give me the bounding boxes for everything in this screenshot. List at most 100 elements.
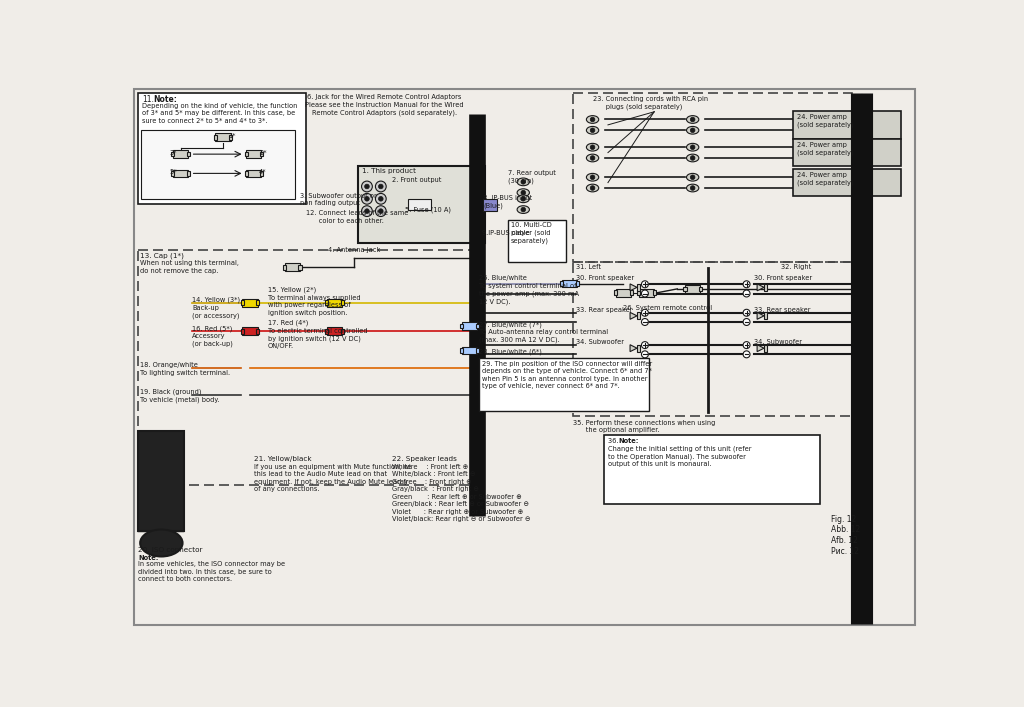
Text: 33. Rear speaker: 33. Rear speaker <box>575 307 632 312</box>
Circle shape <box>376 181 386 192</box>
Text: 28. Blue/white (6*): 28. Blue/white (6*) <box>479 348 543 355</box>
Bar <box>298 265 301 269</box>
Ellipse shape <box>686 144 698 151</box>
Text: White       : Front left ⊕
White/black : Front left ⊖
Gray        : Front right : White : Front left ⊕ White/black : Front… <box>392 464 530 522</box>
Text: 31. Left: 31. Left <box>575 264 601 270</box>
Bar <box>462 322 477 329</box>
Bar <box>327 299 342 307</box>
Bar <box>326 329 329 334</box>
Polygon shape <box>630 312 637 320</box>
Ellipse shape <box>686 116 698 123</box>
Circle shape <box>365 209 370 214</box>
Circle shape <box>743 351 750 358</box>
Text: 34. Subwoofer: 34. Subwoofer <box>575 339 624 345</box>
Text: 23. Connecting cords with RCA pin
      plugs (sold separately): 23. Connecting cords with RCA pin plugs … <box>593 95 708 110</box>
Bar <box>173 170 188 177</box>
Bar <box>604 436 819 505</box>
Ellipse shape <box>686 127 698 134</box>
Text: 13. Cap (1*): 13. Cap (1*) <box>140 252 183 259</box>
Bar <box>246 151 261 158</box>
Circle shape <box>521 207 525 212</box>
Bar <box>793 169 900 197</box>
Bar <box>460 348 463 353</box>
Text: 26. System remote control: 26. System remote control <box>624 305 713 311</box>
Bar <box>186 171 189 176</box>
Text: 16. Red (5*)
Accessory
(or back-up): 16. Red (5*) Accessory (or back-up) <box>193 325 233 347</box>
Circle shape <box>521 180 525 184</box>
Circle shape <box>365 197 370 201</box>
Bar <box>173 151 188 158</box>
Ellipse shape <box>587 144 599 151</box>
Text: If you use an equipment with Mute function, wire
this lead to the Audio Mute lea: If you use an equipment with Mute functi… <box>254 464 417 492</box>
Bar <box>575 281 579 286</box>
Ellipse shape <box>686 154 698 162</box>
Bar <box>630 291 633 295</box>
Text: 1*: 1* <box>228 133 236 139</box>
Circle shape <box>361 206 373 216</box>
Ellipse shape <box>686 184 698 192</box>
Bar <box>141 129 295 199</box>
Bar <box>573 262 852 416</box>
Circle shape <box>641 309 648 316</box>
Circle shape <box>379 197 383 201</box>
Text: 24. Power amp
(sold separately): 24. Power amp (sold separately) <box>797 142 853 156</box>
Bar <box>637 284 640 291</box>
Bar <box>614 291 617 295</box>
Bar <box>215 134 230 141</box>
Circle shape <box>690 145 695 149</box>
Bar <box>764 345 767 351</box>
Bar <box>243 327 258 335</box>
Polygon shape <box>630 345 637 351</box>
Circle shape <box>743 319 750 325</box>
Text: 21. Yellow/black: 21. Yellow/black <box>254 456 311 462</box>
Bar <box>639 289 654 297</box>
Bar <box>326 300 329 305</box>
Circle shape <box>690 117 695 122</box>
Text: 36.: 36. <box>608 438 621 443</box>
Polygon shape <box>757 284 764 291</box>
Text: In some vehicles, the ISO connector may be
divided into two. In this case, be su: In some vehicles, the ISO connector may … <box>138 561 286 583</box>
Circle shape <box>590 117 595 122</box>
Bar <box>260 171 263 176</box>
Bar <box>615 289 631 297</box>
Text: 6. Jack for the Wired Remote Control Adaptors
Please see the Instruction Manual : 6. Jack for the Wired Remote Control Ada… <box>305 94 464 115</box>
Bar <box>462 346 477 354</box>
Text: 9.IP-BUS cable: 9.IP-BUS cable <box>481 230 529 235</box>
Circle shape <box>590 175 595 180</box>
Bar <box>573 93 852 262</box>
Circle shape <box>690 175 695 180</box>
Bar <box>698 286 701 291</box>
Text: Note:: Note: <box>138 554 159 561</box>
Bar <box>475 324 478 328</box>
Ellipse shape <box>587 127 599 134</box>
Text: 18. Orange/white
To lighting switch terminal.: 18. Orange/white To lighting switch term… <box>140 362 230 375</box>
Bar <box>357 165 484 243</box>
Bar <box>246 170 261 177</box>
Text: 5. Fuse (10 A): 5. Fuse (10 A) <box>404 206 451 213</box>
Circle shape <box>376 206 386 216</box>
Text: 11.: 11. <box>142 95 154 104</box>
Ellipse shape <box>517 195 529 203</box>
Circle shape <box>590 128 595 133</box>
Text: 30. Front speaker: 30. Front speaker <box>755 275 812 281</box>
Text: 24. Power amp
(sold separately): 24. Power amp (sold separately) <box>797 114 853 128</box>
Bar <box>285 264 300 271</box>
Circle shape <box>743 309 750 316</box>
Circle shape <box>641 351 648 358</box>
Bar <box>637 345 640 351</box>
Bar <box>171 171 174 176</box>
Circle shape <box>743 281 750 288</box>
Text: 17. Red (4*)
To electric terminal controlled
by ignition switch (12 V DC)
ON/OFF: 17. Red (4*) To electric terminal contro… <box>267 320 368 349</box>
Text: 33. Rear speaker: 33. Rear speaker <box>755 307 811 312</box>
Bar <box>327 327 342 335</box>
Text: 30. Front speaker: 30. Front speaker <box>575 275 634 281</box>
Circle shape <box>590 186 595 190</box>
Circle shape <box>521 190 525 195</box>
Circle shape <box>361 181 373 192</box>
Text: 3. Subwoofer output or
non fading output: 3. Subwoofer output or non fading output <box>300 192 377 206</box>
Circle shape <box>690 156 695 160</box>
Text: 22. Speaker leads: 22. Speaker leads <box>392 456 458 462</box>
Circle shape <box>379 209 383 214</box>
Text: 29. The pin position of the ISO connector will differ
depends on the type of veh: 29. The pin position of the ISO connecto… <box>482 361 652 389</box>
Text: Afb. 12: Afb. 12 <box>831 536 858 545</box>
